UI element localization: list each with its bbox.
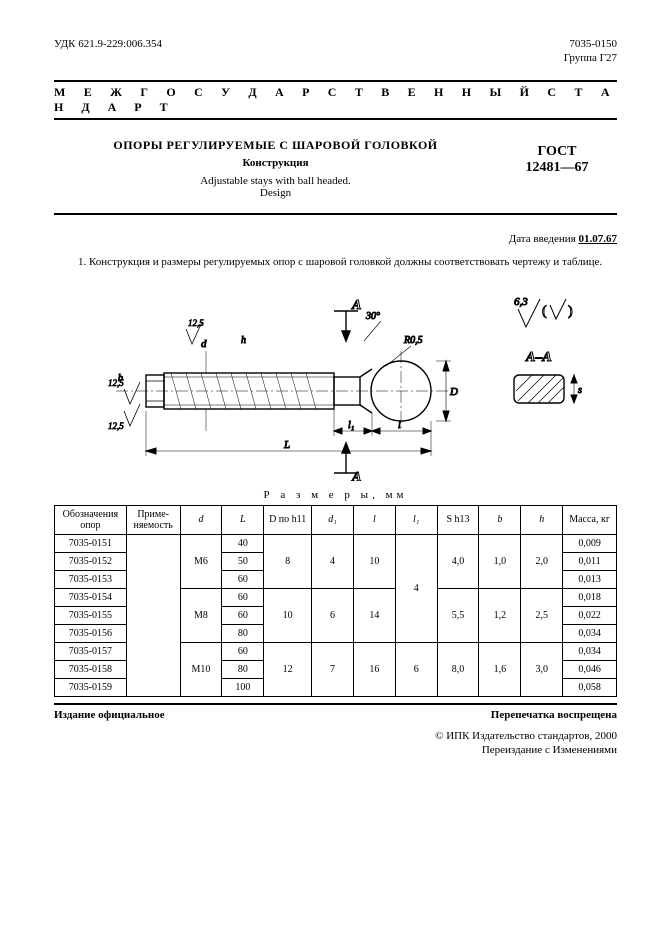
paragraph-1: 1. Конструкция и размеры регулируемых оп…: [54, 255, 617, 269]
arrow-a-bot: A: [351, 470, 361, 481]
svg-text:l: l: [398, 420, 401, 431]
svg-text:6,3: 6,3: [514, 296, 528, 308]
svg-text:30°: 30°: [365, 311, 380, 322]
udk-code: УДК 621.9-229:006.354: [54, 38, 162, 66]
copyright-2: Переиздание с Изменениями: [54, 743, 617, 757]
svg-text:12,5: 12,5: [108, 421, 124, 431]
svg-text:d: d: [201, 338, 207, 350]
svg-text:s: s: [578, 385, 582, 396]
footer-right: Перепечатка воспрещена: [491, 709, 617, 721]
doc-code: 7035-0150: [564, 38, 617, 52]
col-L: L: [222, 505, 264, 534]
footer-left: Издание официальное: [54, 709, 165, 721]
svg-text:): ): [568, 304, 573, 319]
banner: М Е Ж Г О С У Д А Р С Т В Е Н Н Ы Й С Т …: [54, 80, 617, 120]
svg-text:12,5: 12,5: [188, 318, 204, 328]
divider: [54, 213, 617, 215]
date-value: 01.07.67: [579, 233, 618, 245]
col-D: D по h11: [264, 505, 312, 534]
table-row: 7035-0151M640841044,01,02,00,009: [55, 534, 617, 552]
arrow-a-top: A: [351, 298, 361, 313]
svg-text:h: h: [241, 335, 246, 346]
col-l1: l₁: [395, 505, 437, 534]
col-b: b: [479, 505, 521, 534]
svg-text:D: D: [449, 386, 458, 398]
svg-text:L: L: [283, 439, 290, 451]
gost-label: ГОСТ: [497, 144, 617, 161]
svg-text:l₁: l₁: [348, 420, 354, 431]
title-en1: Adjustable stays with ball headed.: [54, 175, 497, 187]
col-h: h: [521, 505, 563, 534]
col-S: S h13: [437, 505, 479, 534]
table-header-row: Обозначения опор Приме- няемость d L D п…: [55, 505, 617, 534]
col-l: l: [353, 505, 395, 534]
title-sub: Конструкция: [54, 157, 497, 169]
copyright-1: © ИПК Издательство стандартов, 2000: [54, 729, 617, 743]
technical-drawing: A A 30° R0,5 L: [54, 281, 617, 481]
col-d1: d₁: [312, 505, 354, 534]
col-mass: Масса, кг: [563, 505, 617, 534]
title-en2: Design: [54, 187, 497, 199]
col-designation: Обозначения опор: [55, 505, 127, 534]
table-caption: Р а з м е р ы, мм: [54, 489, 617, 501]
svg-text:12,5: 12,5: [108, 378, 124, 388]
dimensions-table: Обозначения опор Приме- няемость d L D п…: [54, 505, 617, 697]
svg-text:A–A: A–A: [525, 350, 552, 365]
date-label: Дата введения: [509, 233, 579, 245]
doc-group: Группа Г27: [564, 52, 617, 66]
svg-text:R0,5: R0,5: [403, 335, 423, 346]
svg-text:(: (: [542, 304, 547, 319]
col-usage: Приме- няемость: [126, 505, 180, 534]
title-main: ОПОРЫ РЕГУЛИРУЕМЫЕ С ШАРОВОЙ ГОЛОВКОЙ: [54, 138, 497, 153]
col-d: d: [180, 505, 222, 534]
gost-number: 12481—67: [497, 160, 617, 177]
